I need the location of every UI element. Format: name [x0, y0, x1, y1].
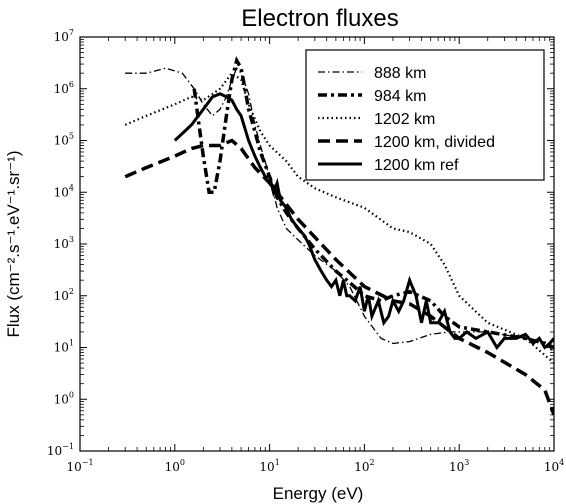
- legend-label-2: 984 km: [374, 88, 426, 105]
- y-tick-label: 106: [54, 80, 74, 96]
- x-tick-base: 10: [354, 460, 369, 474]
- series-line-4: [124, 138, 554, 416]
- x-tick-label: 10−1: [66, 458, 93, 474]
- y-tick-exp: 7: [69, 28, 74, 37]
- x-tick-label: 100: [165, 458, 185, 474]
- x-tick-base: 10: [259, 460, 274, 474]
- y-tick-exp: 5: [69, 132, 74, 141]
- y-tick-exp: 6: [69, 80, 74, 89]
- y-axis-label: Flux (cm⁻².s⁻¹.eV⁻¹.sr⁻¹): [4, 151, 23, 338]
- x-tick-exp: −1: [82, 458, 94, 467]
- series-line-3: [124, 71, 554, 364]
- legend: 888 km 984 km 1202 km 1200 km, divided 1200 …: [305, 49, 545, 181]
- x-tick-label: 104: [544, 458, 564, 474]
- x-tick-label: 101: [259, 458, 279, 474]
- legend-label-4: 1200 km, divided: [374, 134, 495, 151]
- x-tick-exp: 2: [369, 458, 374, 467]
- y-tick-exp: 2: [69, 287, 74, 296]
- y-tick-base: 10: [54, 82, 69, 96]
- x-tick-base: 10: [165, 460, 180, 474]
- x-tick-exp: 1: [275, 458, 280, 467]
- series-layer: [124, 55, 554, 416]
- y-tick-base: 10: [54, 30, 69, 44]
- x-tick-base: 10: [449, 460, 464, 474]
- y-tick-base: 10: [54, 134, 69, 148]
- y-tick-exp: 0: [69, 390, 74, 399]
- x-tick-exp: 4: [559, 458, 564, 467]
- y-tick-exp: −1: [62, 442, 74, 451]
- y-tick-label: 10−1: [47, 442, 74, 458]
- chart-title: Electron fluxes: [241, 5, 398, 32]
- y-tick-label: 107: [54, 28, 74, 44]
- y-tick-base: 10: [54, 289, 69, 303]
- x-tick-exp: 0: [180, 458, 185, 467]
- y-tick-label: 105: [54, 132, 74, 148]
- y-tick-label: 101: [54, 339, 74, 355]
- ticks-layer: 10−1 100 101 102 103 10410−110010110210310410…: [47, 28, 564, 474]
- y-tick-base: 10: [54, 237, 69, 251]
- series-line-5: [173, 92, 554, 351]
- y-tick-base: 10: [54, 392, 69, 406]
- y-tick-exp: 3: [69, 235, 74, 244]
- x-tick-base: 10: [544, 460, 559, 474]
- y-tick-label: 102: [54, 287, 74, 303]
- y-tick-base: 10: [54, 341, 69, 355]
- series-line-1: [125, 66, 554, 353]
- y-tick-base: 10: [47, 444, 62, 458]
- x-tick-label: 102: [354, 458, 374, 474]
- x-tick-label: 103: [449, 458, 469, 474]
- legend-box: [305, 49, 545, 181]
- x-axis-label: Energy (eV): [273, 484, 364, 503]
- legend-label-1: 888 km: [374, 65, 426, 82]
- y-tick-exp: 1: [69, 339, 74, 348]
- legend-label-5: 1200 km ref: [374, 157, 459, 174]
- y-tick-exp: 4: [69, 183, 74, 192]
- y-tick-label: 103: [54, 235, 74, 251]
- x-tick-base: 10: [66, 460, 81, 474]
- y-tick-label: 104: [54, 183, 74, 199]
- legend-label-3: 1202 km: [374, 111, 435, 128]
- y-tick-label: 100: [54, 390, 74, 406]
- x-tick-exp: 3: [464, 458, 469, 467]
- y-tick-base: 10: [54, 185, 69, 199]
